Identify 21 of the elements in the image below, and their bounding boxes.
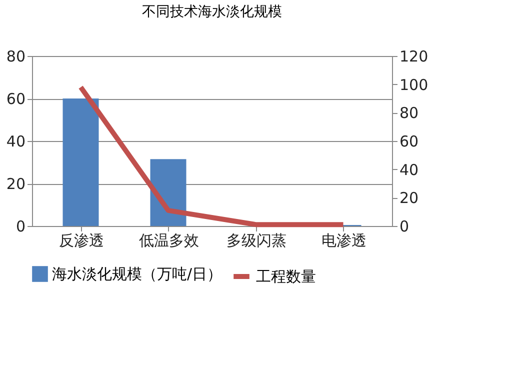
y2-tick-label: 100 (400, 76, 428, 94)
x-tick-label: 低温多效 (138, 232, 199, 250)
y-tick-label: 80 (6, 48, 26, 66)
y-tick-label: 0 (16, 218, 26, 236)
y2-tick-label: 60 (400, 132, 419, 150)
y-tick-label: 20 (6, 175, 26, 193)
y2-tick-label: 120 (400, 48, 428, 66)
y2-tick-label: 20 (400, 189, 419, 208)
y-tick-label: 60 (6, 90, 26, 108)
bar (62, 98, 99, 226)
bar (150, 159, 186, 226)
y2-tick-label: 0 (400, 218, 410, 236)
y2-tick-label: 40 (400, 160, 419, 179)
y-tick-label: 40 (6, 132, 26, 150)
x-tick-label: 反渗透 (58, 232, 104, 250)
y2-tick-label: 80 (400, 104, 419, 122)
chart-title: 不同技术海水淡化规模 (142, 4, 282, 20)
legend-label: 工程数量 (256, 268, 316, 286)
legend-label: 海水淡化规模（万吨/日） (52, 265, 222, 283)
x-tick-label: 电渗透 (321, 232, 366, 250)
x-tick-label: 多级闪蒸 (226, 232, 286, 250)
